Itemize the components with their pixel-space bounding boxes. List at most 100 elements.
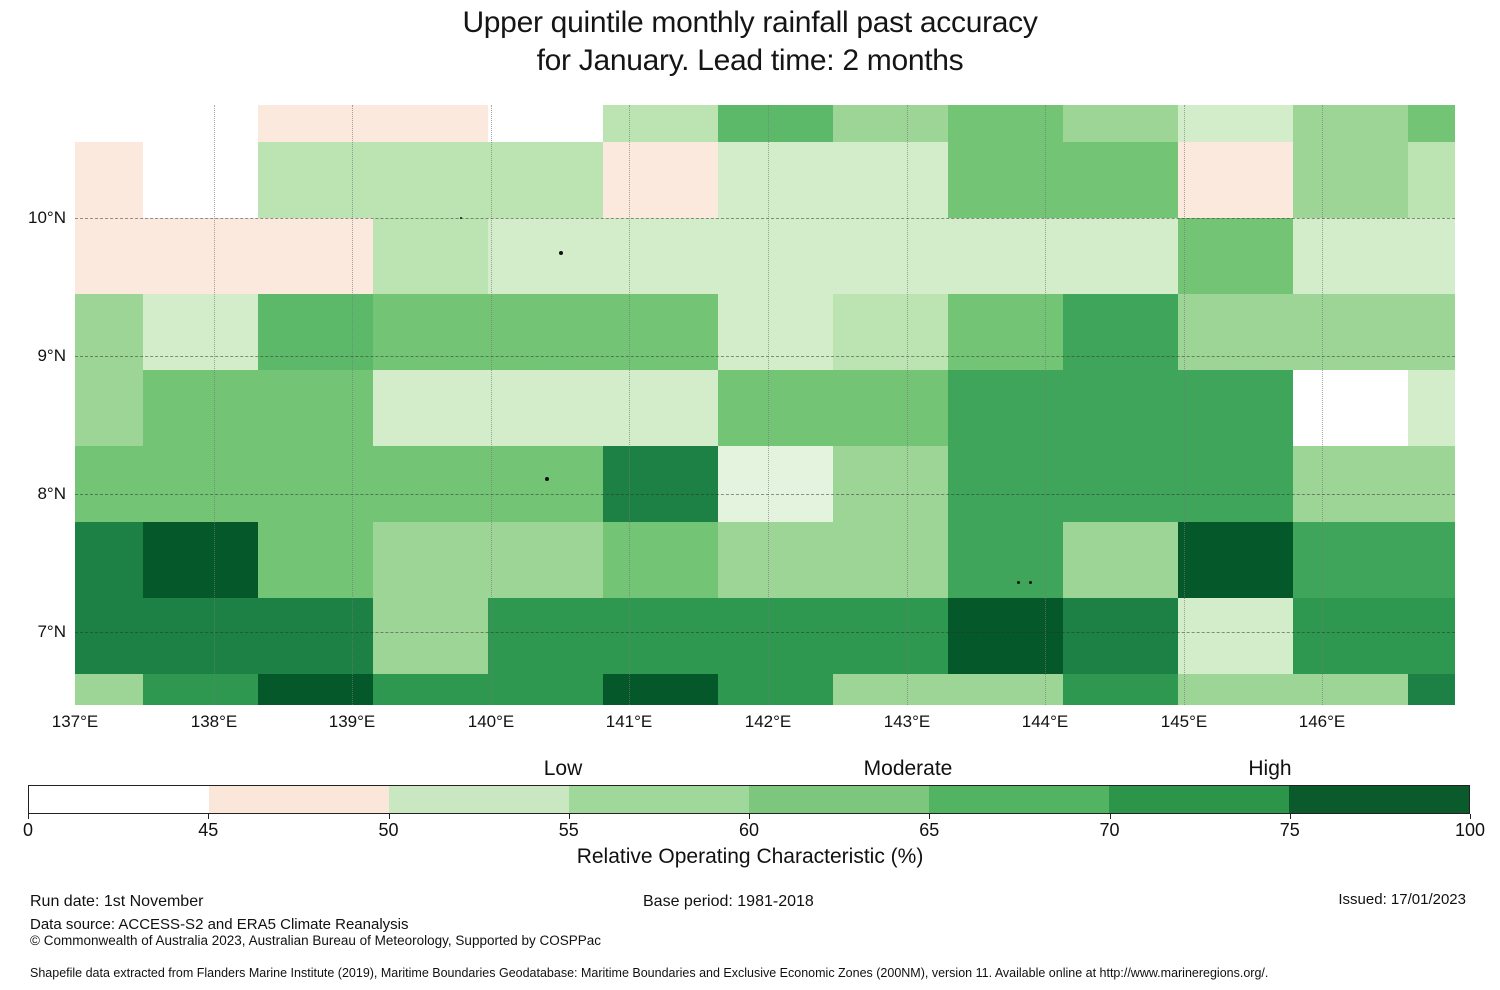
map-cell-r0c10 (1178, 105, 1293, 142)
map-cell-r0c7 (833, 105, 948, 142)
map-cell-r2c0 (75, 218, 143, 294)
map-cell-r7c2 (258, 598, 373, 674)
map-cell-r8c8 (948, 674, 1063, 705)
map-cell-r6c7 (833, 522, 948, 598)
map-cell-r2c8 (948, 218, 1063, 294)
map-cell-r4c2 (258, 370, 373, 446)
map-cell-r3c4 (488, 294, 603, 370)
map-cell-r2c12 (1408, 218, 1455, 294)
map-cell-r0c12 (1408, 105, 1455, 142)
map-cell-r6c4 (488, 522, 603, 598)
colorbar-tick-label-0: 0 (22, 820, 33, 840)
map-cell-r1c6 (718, 142, 833, 218)
map-cell-r3c11 (1293, 294, 1408, 370)
map-cell-r0c4 (488, 105, 603, 142)
map-cell-r3c12 (1408, 294, 1455, 370)
lon-gridline-145E (1184, 105, 1185, 705)
map-cell-r1c3 (373, 142, 488, 218)
x-tick-label-141E: 141°E (605, 712, 653, 731)
title-line-2: for January. Lead time: 2 months (536, 44, 964, 77)
map-cell-r7c3 (373, 598, 488, 674)
map-cell-r5c2 (258, 446, 373, 522)
map-cell-r3c9 (1063, 294, 1178, 370)
colorbar-tick-label-50: 50 (378, 820, 399, 840)
map-cell-r7c11 (1293, 598, 1408, 674)
map-cell-r7c10 (1178, 598, 1293, 674)
map-cell-r5c11 (1293, 446, 1408, 522)
map-cell-r4c8 (948, 370, 1063, 446)
x-tick-label-139E: 139°E (328, 712, 376, 731)
map-cell-r8c1 (143, 674, 258, 705)
map-cell-r7c12 (1408, 598, 1455, 674)
lon-gridline-143E (907, 105, 908, 705)
page-title: Upper quintile monthly rainfall past acc… (0, 4, 1500, 80)
x-tick-label-137E: 137°E (51, 712, 99, 731)
colorbar-tickmark-50 (388, 814, 390, 819)
map-cell-r1c12 (1408, 142, 1455, 218)
map-cell-r7c4 (488, 598, 603, 674)
x-tick-label-138E: 138°E (190, 712, 238, 731)
map-cell-r3c5 (603, 294, 718, 370)
y-tick-label-9N: 9°N (37, 346, 66, 365)
lon-gridline-139E (352, 105, 353, 705)
map-cell-r6c9 (1063, 522, 1178, 598)
map-cell-r7c5 (603, 598, 718, 674)
map-cell-r1c2 (258, 142, 373, 218)
colorbar-tickmark-75 (1289, 814, 1291, 819)
map-cell-r5c0 (75, 446, 143, 522)
colorbar-tick-label-55: 55 (558, 820, 579, 840)
map-cell-r1c10 (1178, 142, 1293, 218)
x-tick-label-140E: 140°E (467, 712, 515, 731)
colorbar-category-moderate: Moderate (863, 757, 953, 780)
colorbar-bar (28, 785, 1470, 814)
map-cell-r3c7 (833, 294, 948, 370)
rainfall-accuracy-map (75, 105, 1455, 705)
map-cell-r7c1 (143, 598, 258, 674)
colorbar-tickmark-0 (28, 814, 29, 819)
map-cell-r7c8 (948, 598, 1063, 674)
map-cell-r4c0 (75, 370, 143, 446)
map-cell-r5c9 (1063, 446, 1178, 522)
lon-gridline-140E (491, 105, 492, 705)
colorbar-segment-7 (1289, 786, 1469, 813)
lon-gridline-141E (629, 105, 630, 705)
map-cell-r8c10 (1178, 674, 1293, 705)
small-island-marker-0 (460, 217, 462, 219)
map-cell-r5c5 (603, 446, 718, 522)
map-cell-r1c7 (833, 142, 948, 218)
map-cell-r8c3 (373, 674, 488, 705)
y-tick-label-7N: 7°N (37, 622, 66, 641)
map-cell-r0c9 (1063, 105, 1178, 142)
colorbar-segment-3 (569, 786, 749, 813)
map-cell-r4c4 (488, 370, 603, 446)
map-cell-r3c3 (373, 294, 488, 370)
colorbar-category-low: Low (543, 757, 583, 780)
map-cell-r4c11 (1293, 370, 1408, 446)
map-cell-r2c10 (1178, 218, 1293, 294)
small-island-marker-3 (1017, 581, 1020, 584)
colorbar-segment-2 (389, 786, 569, 813)
map-cell-r1c5 (603, 142, 718, 218)
x-tick-label-146E: 146°E (1298, 712, 1346, 731)
map-cell-r2c9 (1063, 218, 1178, 294)
map-cell-r4c12 (1408, 370, 1455, 446)
y-tick-label-10N: 10°N (28, 208, 66, 227)
x-tick-label-142E: 142°E (744, 712, 792, 731)
small-island-marker-4 (1029, 581, 1032, 584)
title-line-1: Upper quintile monthly rainfall past acc… (462, 6, 1038, 39)
map-cell-r2c5 (603, 218, 718, 294)
map-cell-r1c1 (143, 142, 258, 218)
map-cell-r3c8 (948, 294, 1063, 370)
small-island-marker-1 (559, 251, 563, 255)
map-cell-r7c6 (718, 598, 833, 674)
map-cell-r8c4 (488, 674, 603, 705)
map-cell-r2c6 (718, 218, 833, 294)
lat-gridline-9N (75, 356, 1455, 357)
map-cell-r0c0 (75, 105, 143, 142)
colorbar-tick-label-75: 75 (1279, 820, 1300, 840)
colorbar-tick-label-45: 45 (198, 820, 219, 840)
map-cell-r3c1 (143, 294, 258, 370)
x-tick-label-143E: 143°E (883, 712, 931, 731)
colorbar-category-high: High (1248, 757, 1292, 780)
